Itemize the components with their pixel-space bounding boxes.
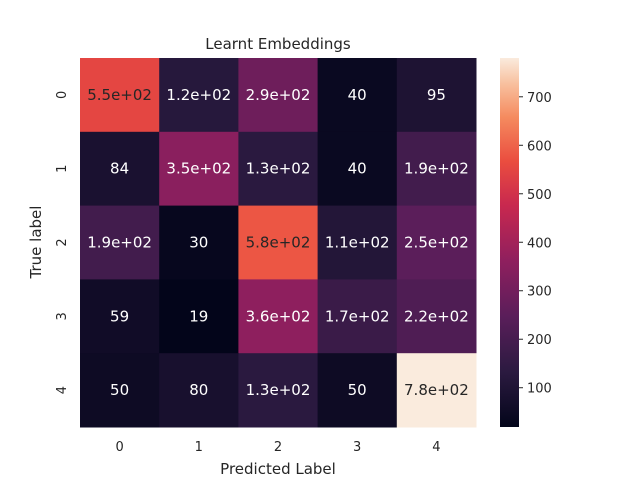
colorbar-tick-label: 300 — [527, 285, 552, 300]
colorbar — [500, 58, 519, 427]
y-tick-label: 1 — [55, 165, 70, 173]
cell-value-label: 1.1e+02 — [325, 234, 390, 252]
cell-value-label: 3.6e+02 — [246, 307, 311, 325]
x-tick-label: 4 — [432, 440, 440, 455]
colorbar-tick-label: 700 — [527, 91, 552, 106]
cell-value-label: 1.3e+02 — [246, 160, 311, 178]
cell-value-label: 50 — [348, 381, 367, 399]
heatmap-cell — [396, 131, 477, 207]
y-tick-label: 0 — [55, 91, 70, 99]
heatmap-cell — [159, 279, 239, 354]
heatmap-cell — [80, 58, 160, 133]
colorbar-tick-label: 100 — [527, 382, 552, 397]
cell-value-label: 5.8e+02 — [246, 234, 311, 252]
x-tick-label: 2 — [274, 440, 282, 455]
cell-value-label: 5.5e+02 — [87, 86, 152, 104]
x-axis-label: Predicted Label — [220, 460, 336, 478]
heatmap-cell — [238, 131, 319, 207]
colorbar-tick-label: 200 — [527, 333, 552, 348]
y-tick-label: 2 — [55, 238, 70, 246]
colorbar-tick-label: 500 — [527, 188, 552, 203]
heatmap-cell — [159, 205, 239, 280]
heatmap-cell — [238, 58, 319, 133]
cell-value-label: 80 — [189, 381, 208, 399]
heatmap-cell — [317, 279, 398, 354]
cell-value-label: 59 — [110, 307, 129, 325]
colorbar-tick-label: 600 — [527, 139, 552, 154]
y-axis-label: True label — [27, 206, 45, 280]
heatmap-cell — [238, 279, 319, 354]
cell-value-label: 40 — [348, 160, 367, 178]
heatmap-cell — [396, 205, 477, 280]
colorbar-ticks: 100 200 300 400 500 600 700 — [519, 91, 552, 397]
heatmap-cell — [396, 279, 477, 354]
heatmap-cell — [396, 353, 477, 428]
cell-value-label: 2.5e+02 — [404, 234, 469, 252]
heatmap-cell — [317, 353, 398, 428]
cell-value-label: 1.7e+02 — [325, 307, 390, 325]
cell-value-label: 3.5e+02 — [166, 160, 231, 178]
cell-value-label: 1.3e+02 — [246, 381, 311, 399]
heatmap-cell — [317, 58, 398, 133]
heatmap-cell — [80, 205, 160, 280]
x-tick-label: 1 — [195, 440, 203, 455]
heatmap-cell — [317, 205, 398, 280]
heatmap-cell — [80, 353, 160, 428]
heatmap-cell — [238, 205, 319, 280]
cell-value-label: 1.2e+02 — [166, 86, 231, 104]
heatmap-cell — [159, 131, 239, 207]
cell-value-label: 50 — [110, 381, 129, 399]
x-tick-label: 3 — [353, 440, 361, 455]
y-tick-label: 3 — [55, 312, 70, 320]
colorbar-tick-label: 400 — [527, 236, 552, 251]
cell-value-label: 7.8e+02 — [404, 381, 469, 399]
cell-value-label: 1.9e+02 — [404, 160, 469, 178]
x-tick-label: 0 — [115, 440, 123, 455]
y-tick-label: 4 — [55, 386, 70, 394]
cell-value-label: 2.2e+02 — [404, 307, 469, 325]
heatmap-cell — [80, 279, 160, 354]
x-tick-labels: 0 1 2 3 4 — [115, 440, 440, 455]
cell-value-label: 84 — [110, 160, 129, 178]
heatmap-cell — [159, 58, 239, 133]
cell-value-label: 1.9e+02 — [87, 234, 152, 252]
chart-title: Learnt Embeddings — [205, 35, 351, 53]
cell-value-label: 95 — [427, 86, 446, 104]
y-tick-labels: 0 1 2 3 4 — [55, 91, 70, 394]
cell-value-label: 2.9e+02 — [246, 86, 311, 104]
heatmap-cells: 5.5e+02 1.2e+02 2.9e+02 40 95 84 3.5e+02 1.3e+0… — [80, 58, 477, 428]
heatmap-cell — [159, 353, 239, 428]
cell-value-label: 40 — [348, 86, 367, 104]
cell-value-label: 19 — [189, 307, 208, 325]
heatmap-cell — [80, 131, 160, 207]
heatmap-cell — [396, 58, 477, 133]
heatmap-cell — [238, 353, 319, 428]
heatmap-cell — [317, 131, 398, 207]
cell-value-label: 30 — [189, 234, 208, 252]
